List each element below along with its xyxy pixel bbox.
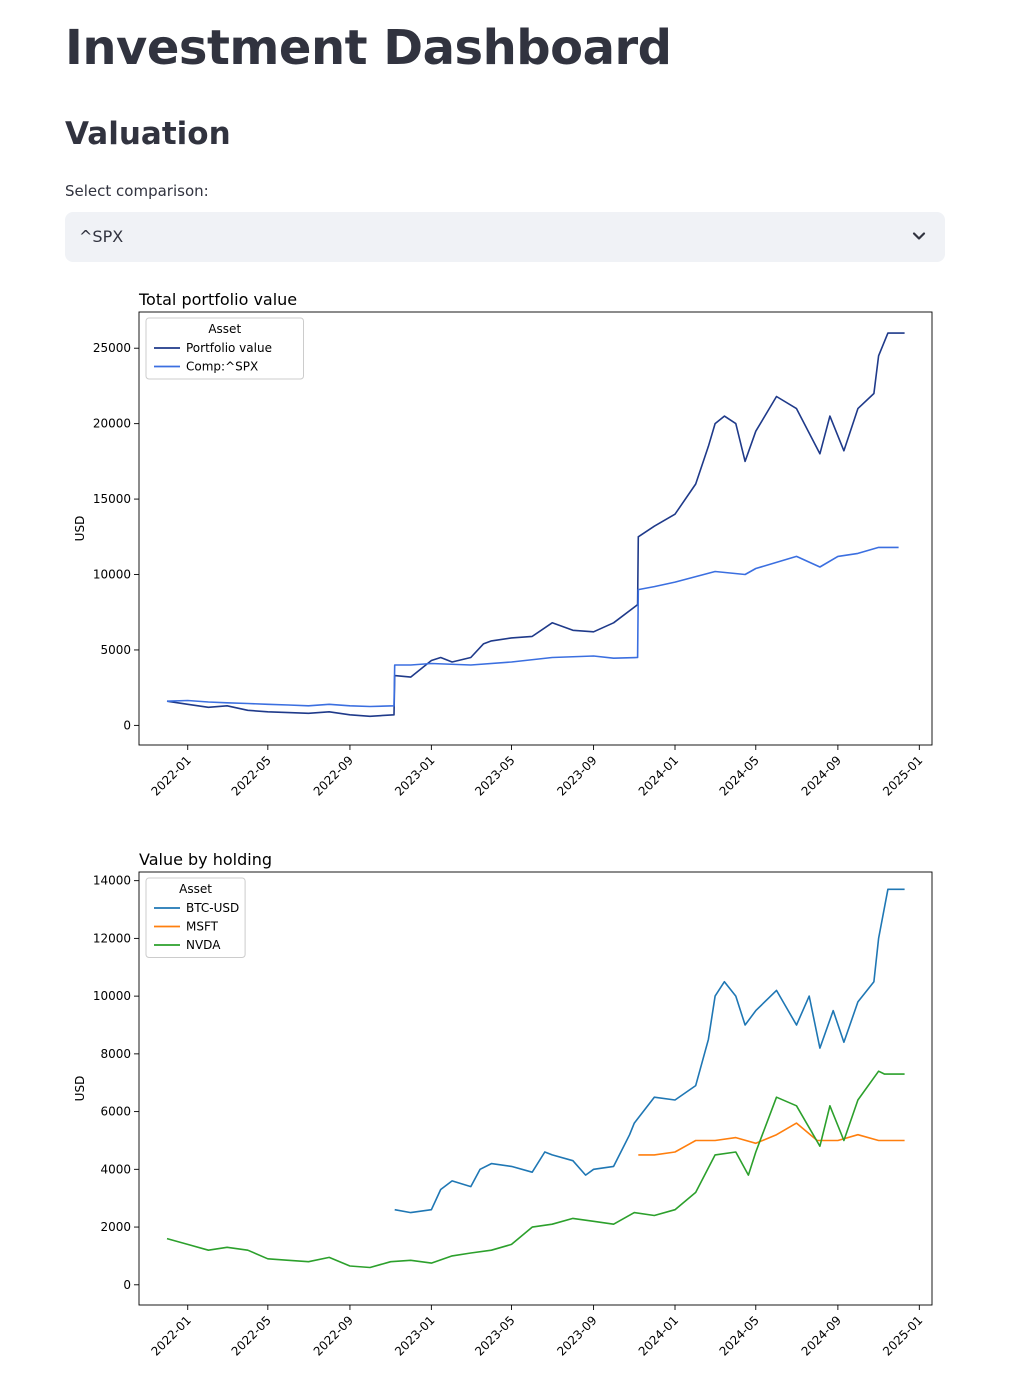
portfolio-value-chart: Total portfolio value 0 5000 10000 15000 2000…	[73, 290, 933, 799]
select-label: Select comparison:	[65, 182, 209, 200]
x-tick-label: 2025-01	[880, 753, 925, 798]
chevron-down-icon[interactable]	[911, 228, 927, 244]
y-tick-label: 4000	[100, 1162, 131, 1176]
y-axis-label: USD	[73, 516, 87, 542]
legend-entry: MSFT	[186, 920, 219, 934]
x-tick-label: 2022-01	[148, 1313, 193, 1358]
x-tick-label: 2023-01	[392, 1313, 437, 1358]
page-title: Investment Dashboard	[65, 20, 672, 76]
chart-title: Value by holding	[139, 850, 272, 869]
series-line-nvda	[166, 1070, 905, 1269]
y-tick-label: 25000	[93, 341, 131, 355]
chart-title: Total portfolio value	[138, 290, 297, 309]
x-tick-label: 2024-09	[799, 753, 844, 798]
legend-entry: BTC-USD	[186, 901, 239, 915]
legend-entry: Comp:^SPX	[186, 360, 258, 374]
legend-entry: Portfolio value	[186, 341, 272, 355]
series-line-portfolio-value	[166, 332, 905, 718]
y-tick-label: 8000	[100, 1047, 131, 1061]
x-tick-label: 2022-05	[229, 753, 274, 798]
chart-legend	[145, 317, 304, 380]
x-tick-label: 2023-09	[554, 753, 599, 798]
x-tick-label: 2024-01	[636, 1313, 681, 1358]
chart-legend	[145, 877, 246, 958]
plot-frame	[138, 311, 933, 746]
x-tick-label: 2024-01	[636, 753, 681, 798]
x-tick-label: 2023-01	[392, 753, 437, 798]
comparison-select[interactable]: ^SPX	[65, 212, 945, 262]
y-tick-label: 15000	[93, 492, 131, 506]
x-tick-label: 2022-09	[311, 1313, 356, 1358]
y-tick-label: 0	[123, 718, 131, 732]
y-tick-label: 6000	[100, 1105, 131, 1119]
y-tick-label: 10000	[93, 568, 131, 582]
y-tick-label: 0	[123, 1278, 131, 1292]
section-title: Valuation	[65, 116, 231, 152]
x-tick-label: 2022-05	[229, 1313, 274, 1358]
y-tick-label: 5000	[100, 643, 131, 657]
holdings-value-chart: Value by holding 0 2000 4000 6000 8000 10000 12…	[73, 850, 933, 1359]
y-tick-label: 2000	[100, 1220, 131, 1234]
x-tick-label: 2024-05	[717, 1313, 762, 1358]
y-axis-label: USD	[73, 1076, 87, 1102]
x-tick-label: 2025-01	[880, 1313, 925, 1358]
series-line-comp-spx	[166, 546, 899, 708]
x-tick-label: 2022-01	[148, 753, 193, 798]
legend-title: Asset	[179, 882, 212, 896]
x-tick-label: 2023-05	[472, 753, 517, 798]
y-tick-label: 10000	[93, 989, 131, 1003]
series-line-msft	[638, 1122, 905, 1156]
y-tick-label: 20000	[93, 417, 131, 431]
y-tick-label: 12000	[93, 931, 131, 945]
y-tick-label: 14000	[93, 874, 131, 888]
x-tick-label: 2023-09	[554, 1313, 599, 1358]
x-tick-label: 2022-09	[311, 753, 356, 798]
comparison-select-value: ^SPX	[79, 227, 124, 246]
x-tick-label: 2024-09	[799, 1313, 844, 1358]
legend-entry: NVDA	[186, 938, 221, 952]
plot-frame	[138, 871, 933, 1306]
x-tick-label: 2023-05	[472, 1313, 517, 1358]
series-line-btc-usd	[394, 888, 905, 1214]
legend-title: Asset	[208, 322, 241, 336]
x-tick-label: 2024-05	[717, 753, 762, 798]
